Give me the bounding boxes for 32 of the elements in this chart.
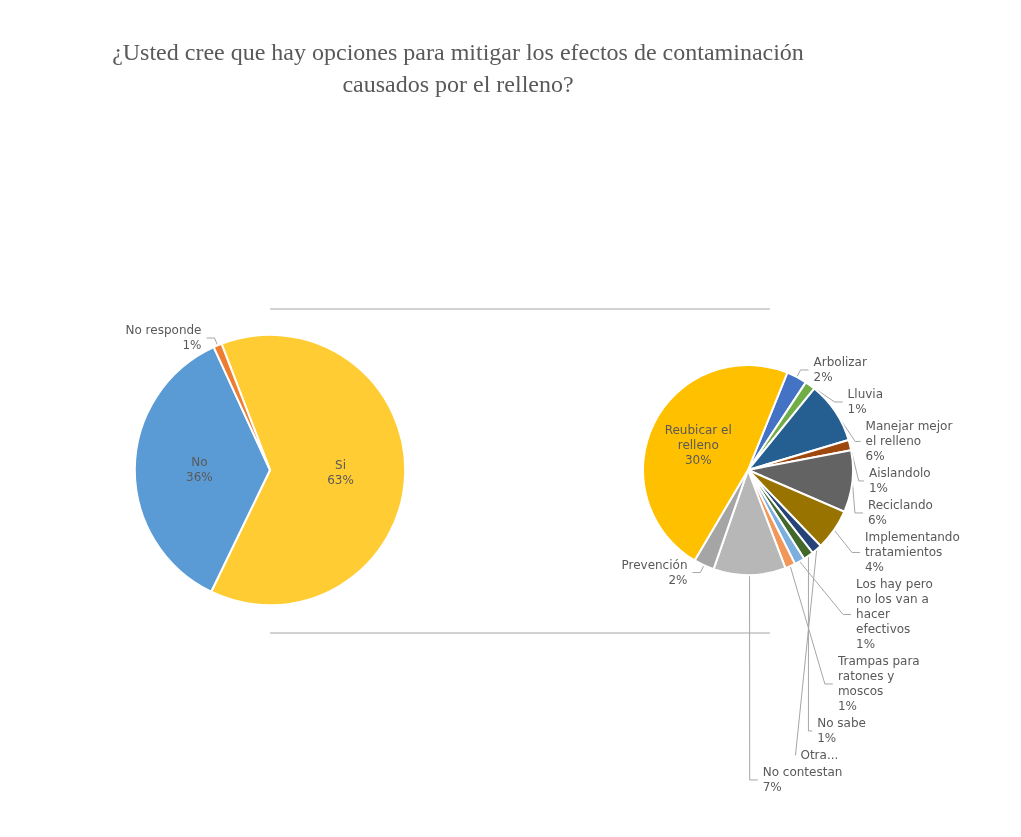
slice-label: Prevención <box>621 558 688 573</box>
slice-label: Reciclando <box>867 498 933 513</box>
slice-label: Trampas para ratones y moscos <box>836 654 920 699</box>
slice-label: No <box>191 454 208 469</box>
data-label: 1% <box>817 731 837 746</box>
data-label: 2% <box>813 370 833 385</box>
data-label: 4% <box>864 560 884 575</box>
slice-label: Los hay pero no los van a hacer efectivos <box>856 577 933 637</box>
data-label: 30% <box>684 453 712 468</box>
data-label: 36% <box>186 469 213 484</box>
data-label: 1% <box>856 637 876 652</box>
slice-label: Reubicar el relleno <box>664 423 732 453</box>
slice-label: Si <box>335 458 347 473</box>
slice-label: Otra... <box>800 748 839 763</box>
data-label: 6% <box>867 513 887 528</box>
data-label: 1% <box>847 402 867 417</box>
data-label: 63% <box>327 473 354 488</box>
slice-label: No contestan <box>762 765 843 780</box>
slice-label: Manejar mejor el relleno <box>865 419 953 449</box>
data-label: 1% <box>837 699 857 714</box>
data-label: 7% <box>762 780 782 795</box>
slice-label: No sabe <box>817 716 866 731</box>
slice-label: Lluvia <box>847 387 884 402</box>
text: ¿Usted cree que hay opciones para mitigar los efectos de contaminación causados por el relleno? <box>111 38 805 99</box>
data-label: 1% <box>182 338 202 353</box>
slice-label: Arbolizar <box>813 355 867 370</box>
data-label: 6% <box>865 449 885 464</box>
data-label: 2% <box>668 573 688 588</box>
slice-label: No responde <box>125 323 202 338</box>
data-label: 1% <box>868 481 888 496</box>
slice-label: Aislandolo <box>868 466 931 481</box>
slice-label: Implementando tratamientos <box>864 530 960 560</box>
